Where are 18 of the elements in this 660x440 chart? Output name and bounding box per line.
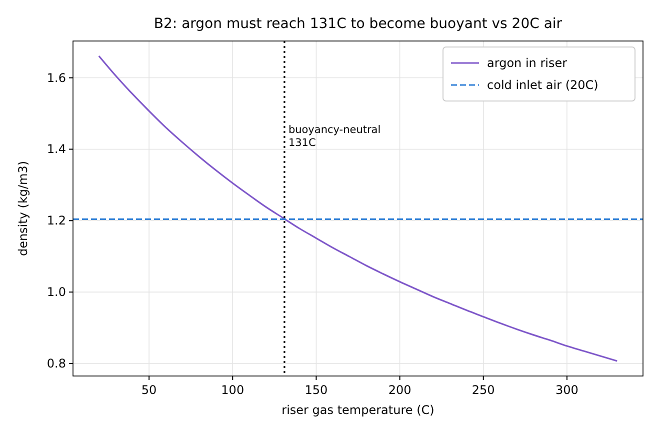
x-tick-label: 300 bbox=[555, 383, 578, 397]
x-tick-label: 250 bbox=[472, 383, 495, 397]
ref-line-label: buoyancy-neutral 131C bbox=[288, 124, 381, 150]
y-tick-label: 1.0 bbox=[46, 285, 66, 300]
x-axis-title: riser gas temperature (C) bbox=[282, 403, 434, 417]
chart-title: B2: argon must reach 131C to become buoyant vs 20C air bbox=[154, 16, 562, 32]
x-tick-label: 200 bbox=[388, 383, 412, 397]
y-tick-label: 1.4 bbox=[46, 142, 66, 156]
y-axis-title: density (kg/m3) bbox=[16, 160, 30, 256]
x-tick-label: 50 bbox=[141, 383, 157, 397]
x-tick-label: 150 bbox=[304, 383, 328, 397]
legend-label: cold inlet air (20C) bbox=[487, 78, 598, 92]
y-tick-label: 1.2 bbox=[46, 214, 66, 228]
line-series bbox=[98, 55, 618, 362]
legend-label: argon in riser bbox=[487, 56, 568, 70]
x-tick-label: 100 bbox=[221, 383, 244, 397]
y-tick-label: 0.8 bbox=[46, 356, 66, 370]
y-tick-label: 1.6 bbox=[46, 70, 66, 85]
